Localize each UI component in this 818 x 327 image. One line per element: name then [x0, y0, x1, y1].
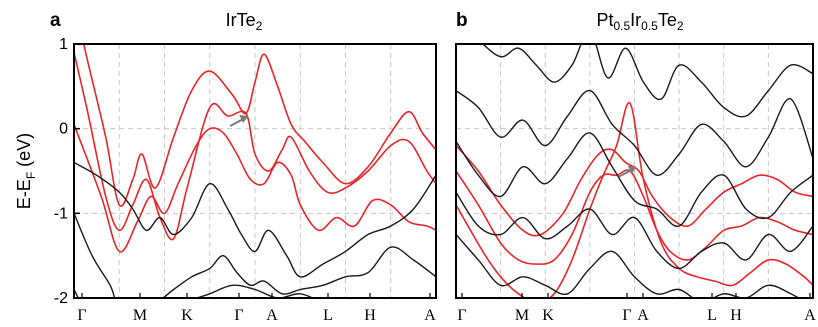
x-tick-label: Γ	[457, 307, 466, 324]
band-line-5	[456, 89, 813, 176]
x-tick-label: Γ	[234, 307, 243, 324]
x-tick-label: A	[637, 307, 649, 324]
panel-a-series	[74, 44, 436, 298]
panel-b-grid	[456, 44, 813, 298]
band-line-4	[74, 161, 436, 278]
panel-a-arrow-annotation	[229, 114, 249, 127]
band-line-5	[74, 212, 436, 298]
band-line-4	[481, 44, 813, 118]
panel-b-series	[456, 44, 813, 298]
y-tick-label: -2	[54, 290, 68, 307]
band-line-6	[74, 284, 395, 298]
x-tick-label: K	[181, 307, 193, 324]
band-line-1	[82, 44, 436, 207]
y-axis-label: E-EF (eV)	[14, 133, 38, 209]
panel-a: a IrTe2 -2 -1 0 1 Γ M K Γ A L H A	[50, 10, 437, 324]
panel-b-arrow-annotation	[618, 165, 637, 178]
x-tick-label: Γ	[77, 307, 86, 324]
band-line-3	[74, 123, 436, 253]
x-tick-label: M	[133, 307, 147, 324]
arrow-head	[627, 165, 637, 174]
x-tick-label: A	[804, 307, 816, 324]
panel-a-frame	[73, 43, 437, 299]
panel-a-title: IrTe2	[226, 10, 263, 33]
panel-b-frame	[455, 43, 814, 299]
y-tick-label: 0	[59, 121, 68, 138]
x-tick-label: H	[730, 307, 742, 324]
band-line-2	[456, 169, 813, 265]
x-tick-label: A	[266, 307, 278, 324]
panel-a-grid	[74, 44, 436, 298]
panel-b-letter: b	[456, 10, 468, 31]
band-line-7	[456, 191, 813, 270]
x-tick-label: Γ	[622, 307, 631, 324]
band-line-8	[456, 233, 801, 298]
panel-a-letter: a	[50, 10, 61, 31]
panel-b-title: Pt0.5Ir0.5Te2	[596, 10, 683, 33]
band-line-6	[456, 132, 813, 227]
y-tick-label: 1	[59, 36, 68, 53]
arrow-head	[239, 114, 249, 123]
band-line-2	[74, 51, 436, 241]
x-tick-label: L	[323, 307, 333, 324]
x-tick-label: L	[707, 307, 717, 324]
x-tick-label: K	[542, 307, 554, 324]
x-tick-label: A	[424, 307, 436, 324]
band-line-1	[456, 144, 813, 237]
x-tick-label: H	[364, 307, 376, 324]
x-tick-label: M	[515, 307, 529, 324]
band-line-3	[456, 102, 813, 298]
y-tick-label: -1	[54, 205, 68, 222]
panel-a-y-ticks: -2 -1 0 1	[54, 36, 80, 307]
